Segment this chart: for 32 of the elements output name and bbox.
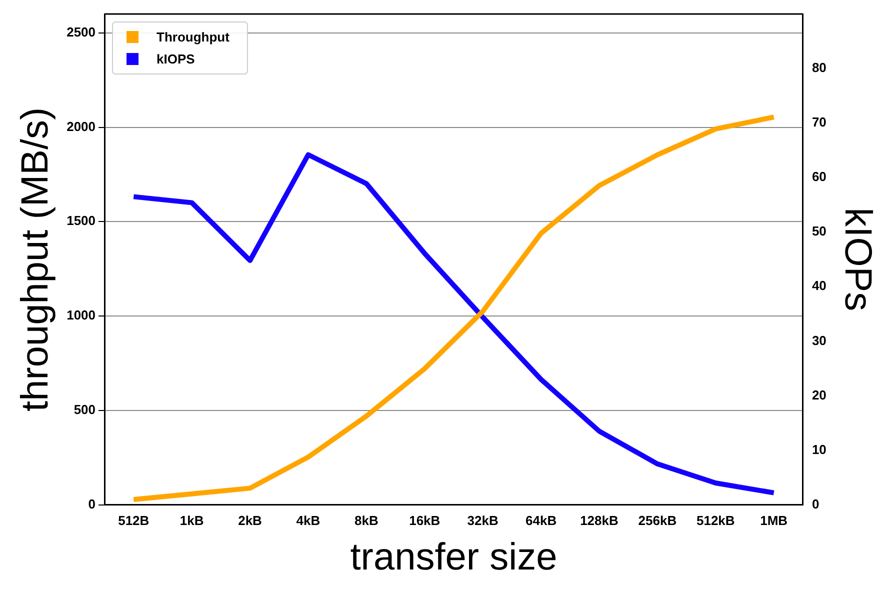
x-tick-label: 1MB (760, 513, 788, 528)
x-tick-label: 128kB (580, 513, 618, 528)
x-axis-title: transfer size (350, 536, 558, 579)
x-tick-label: 256kB (638, 513, 677, 528)
y2-tick-label: 50 (812, 224, 826, 239)
x-tick-label: 512kB (696, 513, 735, 528)
x-tick-label: 512B (118, 513, 150, 528)
y-tick-label: 2500 (66, 24, 96, 40)
y2-tick-label: 40 (812, 278, 826, 294)
y-tick-label: 1500 (66, 213, 96, 228)
y-tick-label: 2000 (66, 118, 96, 134)
y2-tick-label: 10 (812, 442, 826, 457)
y2-axis-title: kIOPs (836, 208, 879, 312)
y2-tick-label: 80 (812, 60, 826, 76)
x-tick-label: 2kB (238, 513, 262, 528)
y-tick-label: 1000 (66, 308, 96, 323)
x-tick-label: 8kB (354, 513, 378, 528)
x-tick-label: 16kB (409, 513, 440, 528)
y2-tick-label: 30 (812, 332, 826, 348)
x-tick-label: 64kB (525, 513, 557, 528)
y-tick-label: 0 (88, 496, 96, 512)
y-tick-label: 500 (74, 402, 96, 417)
x-tick-label: 32kB (467, 513, 498, 528)
y2-tick-label: 60 (812, 169, 826, 184)
x-tick-label: 4kB (296, 513, 320, 528)
y2-tick-label: 70 (812, 114, 826, 130)
x-tick-label: 1kB (180, 513, 204, 528)
legend-label: Throughput (156, 30, 230, 45)
y-axis-title: throughput (MB/s) (14, 107, 56, 412)
y2-tick-label: 0 (812, 496, 820, 512)
legend-label: kIOPS (156, 52, 196, 67)
y2-tick-label: 20 (812, 387, 826, 402)
